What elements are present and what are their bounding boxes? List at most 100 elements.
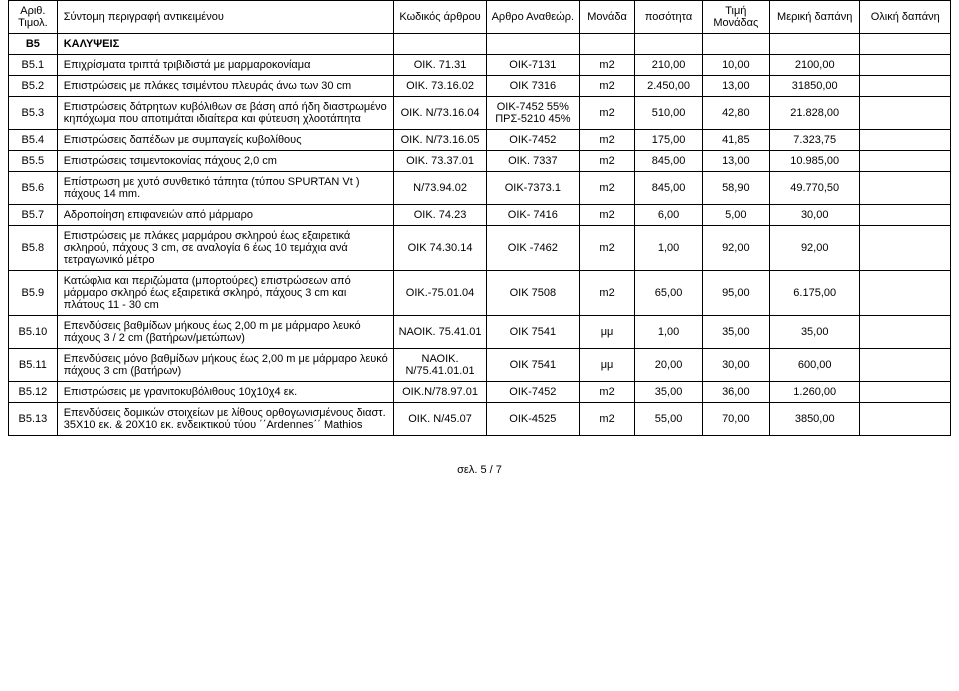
cell-desc: Επενδύσεις μόνο βαθμίδων μήκους έως 2,00… [57,349,393,382]
cell-desc: Επενδύσεις δομικών στοιχείων με λίθους ο… [57,403,393,436]
col-partial: Μερική δαπάνη [769,1,859,34]
cell-total [860,316,951,349]
cell-qty: 845,00 [635,172,702,205]
cell-aa: Β5.5 [9,151,58,172]
cell-art: ΟΙΚ- 7416 [486,205,579,226]
cell-desc: Επιστρώσεις με γρανιτοκυβόλιθους 10χ10χ4… [57,382,393,403]
cell-uprice: 10,00 [702,55,769,76]
cell-qty: 1,00 [635,226,702,271]
table-row: Β5.11Επενδύσεις μόνο βαθμίδων μήκους έως… [9,349,951,382]
cell-code: ΟΙΚ.Ν/78.97.01 [394,382,487,403]
table-row: Β5.10Επενδύσεις βαθμίδων μήκους έως 2,00… [9,316,951,349]
cell-uprice: 36,00 [702,382,769,403]
cell-aa: Β5.1 [9,55,58,76]
cell-total [860,130,951,151]
cell-code: ΟΙΚ.-75.01.04 [394,271,487,316]
cell-total [860,151,951,172]
cell-uprice: 42,80 [702,97,769,130]
cell-unit: m2 [579,271,635,316]
table-row: Β5.8Επιστρώσεις με πλάκες μαρμάρου σκληρ… [9,226,951,271]
table-row: Β5.3Επιστρώσεις δάτρητων κυβόλιθων σε βά… [9,97,951,130]
col-code: Κωδικός άρθρου [394,1,487,34]
cell-aa: Β5.11 [9,349,58,382]
cell-desc: Επιστρώσεις τσιμεντοκονίας πάχους 2,0 cm [57,151,393,172]
category-title: ΚΑΛΥΨΕΙΣ [57,34,393,55]
cell-desc: Κατώφλια και περιζώματα (μπορτούρες) επι… [57,271,393,316]
cell-qty: 35,00 [635,382,702,403]
cell-aa: Β5.2 [9,76,58,97]
col-aa: Αριθ. Τιμολ. [9,1,58,34]
category-empty [860,34,951,55]
category-empty [579,34,635,55]
cell-desc: Επιχρίσματα τριπτά τριβιδιστά με μαρμαρο… [57,55,393,76]
cell-total [860,403,951,436]
cell-partial: 1.260,00 [769,382,859,403]
cell-code: ΟΙΚ. 73.37.01 [394,151,487,172]
cell-total [860,97,951,130]
cell-partial: 35,00 [769,316,859,349]
cell-desc: Επιστρώσεις με πλάκες τσιμέντου πλευράς … [57,76,393,97]
cell-art: ΟΙΚ 7508 [486,271,579,316]
page: Αριθ. Τιμολ. Σύντομη περιγραφή αντικειμέ… [0,0,959,691]
cell-unit: m2 [579,130,635,151]
category-empty [702,34,769,55]
col-unit: Μονάδα [579,1,635,34]
cell-desc: Επενδύσεις βαθμίδων μήκους έως 2,00 m με… [57,316,393,349]
cell-total [860,76,951,97]
cell-art: ΟΙΚ 7541 [486,349,579,382]
cell-qty: 510,00 [635,97,702,130]
cell-uprice: 58,90 [702,172,769,205]
cell-aa: Β5.3 [9,97,58,130]
col-uprice: Τιμή Μονάδας [702,1,769,34]
cell-partial: 7.323,75 [769,130,859,151]
cell-partial: 2100,00 [769,55,859,76]
cell-unit: m2 [579,172,635,205]
cell-qty: 210,00 [635,55,702,76]
cell-art: ΟΙΚ-7452 [486,382,579,403]
cell-qty: 65,00 [635,271,702,316]
page-number: σελ. 5 / 7 [457,464,502,476]
cell-partial: 49.770,50 [769,172,859,205]
cell-total [860,226,951,271]
cell-uprice: 13,00 [702,151,769,172]
table-row: Β5.6Επίστρωση με χυτό συνθετικό τάπητα (… [9,172,951,205]
cell-code: ΝΑΟΙΚ. Ν/75.41.01.01 [394,349,487,382]
cell-qty: 6,00 [635,205,702,226]
cell-partial: 21.828,00 [769,97,859,130]
table-row: Β5.4Επιστρώσεις δαπέδων με συμπαγείς κυβ… [9,130,951,151]
cell-uprice: 92,00 [702,226,769,271]
cell-unit: m2 [579,403,635,436]
cell-total [860,172,951,205]
cell-code: ΟΙΚ. 74.23 [394,205,487,226]
category-empty [486,34,579,55]
cell-art: ΟΙΚ-7373.1 [486,172,579,205]
cell-unit: m2 [579,205,635,226]
cell-desc: Επιστρώσεις δαπέδων με συμπαγείς κυβολίθ… [57,130,393,151]
cell-uprice: 95,00 [702,271,769,316]
table-row: Β5.13Επενδύσεις δομικών στοιχείων με λίθ… [9,403,951,436]
cell-uprice: 30,00 [702,349,769,382]
cell-qty: 175,00 [635,130,702,151]
cell-desc: Επιστρώσεις δάτρητων κυβόλιθων σε βάση α… [57,97,393,130]
cell-partial: 600,00 [769,349,859,382]
cell-unit: m2 [579,97,635,130]
cell-aa: Β5.4 [9,130,58,151]
table-header-row: Αριθ. Τιμολ. Σύντομη περιγραφή αντικειμέ… [9,1,951,34]
cell-qty: 20,00 [635,349,702,382]
cell-code: ΟΙΚ. 71.31 [394,55,487,76]
table-row: Β5.12Επιστρώσεις με γρανιτοκυβόλιθους 10… [9,382,951,403]
category-empty [394,34,487,55]
cell-uprice: 70,00 [702,403,769,436]
category-num: B5 [9,34,58,55]
cell-code: ΟΙΚ. 73.16.02 [394,76,487,97]
cell-art: ΟΙΚ -7462 [486,226,579,271]
cell-aa: Β5.7 [9,205,58,226]
cell-art: ΟΙΚ 7316 [486,76,579,97]
cell-partial: 3850,00 [769,403,859,436]
cell-code: ΟΙΚ. Ν/73.16.05 [394,130,487,151]
cell-total [860,382,951,403]
cell-qty: 1,00 [635,316,702,349]
cell-partial: 6.175,00 [769,271,859,316]
cell-art: ΟΙΚ-7452 55% ΠΡΣ-5210 45% [486,97,579,130]
category-row: B5 ΚΑΛΥΨΕΙΣ [9,34,951,55]
